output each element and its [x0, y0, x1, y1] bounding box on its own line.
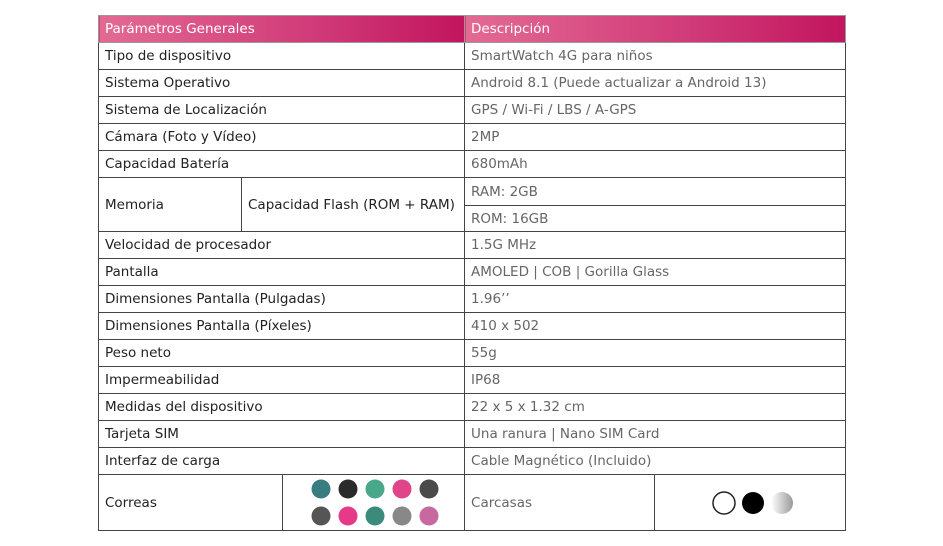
swatch [311, 479, 331, 499]
row: Memoria Capacidad Flash (ROM + RAM) RAM: 2… [98, 177, 847, 232]
swatch [419, 506, 439, 526]
swatches [712, 491, 794, 515]
row: Sistema de Localización GPS / Wi-Fi / LBS… [97, 96, 847, 124]
cell: Dimensiones Pantalla (Pulgadas) [97, 285, 466, 313]
row: Sistema Operativo Android 8.1 (Puede actu… [97, 69, 847, 97]
cell [281, 474, 466, 531]
cell: Memoria [98, 177, 242, 232]
cell: IP68 [464, 366, 847, 394]
row: Dimensiones Pantalla (Pulgadas) 1.96’’ [97, 285, 847, 313]
swatch [338, 506, 358, 526]
cell: Interfaz de carga [97, 447, 466, 475]
cell: 2MP [464, 123, 847, 151]
cell: 1.96’’ [464, 285, 847, 313]
cell: 680mAh [464, 150, 847, 178]
cell: Sistema Operativo [97, 69, 466, 97]
cell: Velocidad de procesador [97, 231, 466, 259]
cell: Capacidad Flash (ROM + RAM) [240, 177, 466, 232]
header-cell: Parámetros Generales [97, 15, 466, 43]
cell: Pantalla [97, 258, 466, 286]
header-row: Parámetros Generales Descripción [97, 15, 847, 43]
cell: AMOLED | COB | Gorilla Glass [464, 258, 847, 286]
swatch [311, 506, 331, 526]
row: Tarjeta SIM Una ranura | Nano SIM Card [97, 420, 847, 448]
cell: ROM: 16GB [464, 205, 847, 232]
cell: Una ranura | Nano SIM Card [464, 420, 847, 448]
header-cell: Descripción [464, 15, 847, 43]
row: Cámara (Foto y Vídeo) 2MP [97, 123, 847, 151]
cell: Carcasas [464, 474, 656, 531]
row: Dimensiones Pantalla (Píxeles) 410 x 502 [97, 312, 847, 340]
row: Correas Carcasas [98, 474, 847, 531]
row: Interfaz de carga Cable Magnético (Inclui… [97, 447, 847, 475]
cell: SmartWatch 4G para niños [464, 42, 847, 70]
cell: Capacidad Batería [97, 150, 466, 178]
swatch [712, 491, 736, 515]
cell: Android 8.1 (Puede actualizar a Android … [464, 69, 847, 97]
swatch [365, 479, 385, 499]
cell: Peso neto [97, 339, 466, 367]
row: Velocidad de procesador 1.5G MHz [97, 231, 847, 259]
cell: 22 x 5 x 1.32 cm [464, 393, 847, 421]
cell: Impermeabilidad [97, 366, 466, 394]
cell: Correas [98, 474, 283, 531]
cell: Medidas del dispositivo [97, 393, 466, 421]
cell: Dimensiones Pantalla (Píxeles) [97, 312, 466, 340]
cell: Sistema de Localización [97, 96, 466, 124]
row: Pantalla AMOLED | COB | Gorilla Glass [97, 258, 847, 286]
table-body: Parámetros Generales Descripción Tipo de… [97, 15, 847, 531]
cell: GPS / Wi-Fi / LBS / A-GPS [464, 96, 847, 124]
swatch [365, 506, 385, 526]
cell: 410 x 502 [464, 312, 847, 340]
cell: 55g [464, 339, 847, 367]
cell: Tarjeta SIM [97, 420, 466, 448]
swatches [311, 479, 439, 526]
cell: Cámara (Foto y Vídeo) [97, 123, 466, 151]
row: Medidas del dispositivo 22 x 5 x 1.32 cm [97, 393, 847, 421]
row: Capacidad Batería 680mAh [97, 150, 847, 178]
cell: RAM: 2GB [464, 177, 847, 206]
cell [654, 474, 847, 531]
swatch [338, 479, 358, 499]
row: ROM: 16GB [99, 205, 847, 232]
swatch [771, 492, 794, 514]
cell: Tipo de dispositivo [97, 42, 466, 70]
row: Impermeabilidad IP68 [97, 366, 847, 394]
row: Tipo de dispositivo SmartWatch 4G para ni… [97, 42, 847, 70]
swatch [742, 492, 765, 514]
swatch [392, 506, 412, 526]
spec-table: Parámetros Generales Descripción Tipo de… [97, 15, 847, 531]
cell: 1.5G MHz [464, 231, 847, 259]
row: Peso neto 55g [97, 339, 847, 367]
swatch [419, 479, 439, 499]
swatch [392, 479, 412, 499]
cell: Cable Magnético (Incluido) [464, 447, 847, 475]
